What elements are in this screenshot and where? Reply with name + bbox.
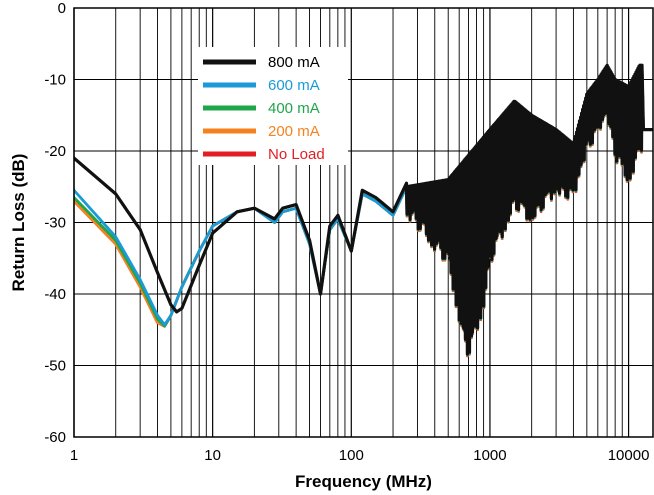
y-tick-label: 0 (58, 0, 66, 17)
x-tick-label: 100 (339, 447, 364, 464)
legend: 800 mA 600 mA 400 mA 200 mA No Load (198, 47, 348, 165)
tick-labels: 1 10 100 1000 10000 0 -10 -20 -30 -40 -50 -60 (44, 0, 649, 464)
grid (73, 7, 653, 438)
y-axis-title: Return Loss (dB) (9, 154, 28, 292)
series-line-no-load (74, 65, 653, 358)
x-tick-label: 1 (70, 447, 78, 464)
x-tick-label: 10 (204, 447, 221, 464)
y-tick-label: -30 (44, 215, 66, 232)
y-tick-label: -10 (44, 72, 66, 89)
series-line-600-ma (74, 64, 653, 356)
plot-frame (73, 7, 654, 438)
x-axis-title: Frequency (MHz) (295, 472, 432, 491)
legend-label: No Load (268, 146, 325, 163)
x-tick-label: 1000 (473, 447, 506, 464)
legend-label: 800 mA (268, 54, 320, 71)
series-line-200-ma (74, 65, 653, 357)
y-tick-label: -50 (44, 358, 66, 375)
legend-label: 200 mA (268, 123, 320, 140)
y-tick-label: -60 (44, 429, 66, 446)
y-tick-label: -20 (44, 143, 66, 160)
y-tick-label: -40 (44, 286, 66, 303)
series-line-400-ma (74, 64, 653, 357)
x-tick-label: 10000 (608, 447, 650, 464)
series-group (74, 63, 653, 358)
legend-label: 600 mA (268, 77, 320, 94)
legend-label: 400 mA (268, 100, 320, 117)
series-line-800-ma (74, 63, 653, 356)
